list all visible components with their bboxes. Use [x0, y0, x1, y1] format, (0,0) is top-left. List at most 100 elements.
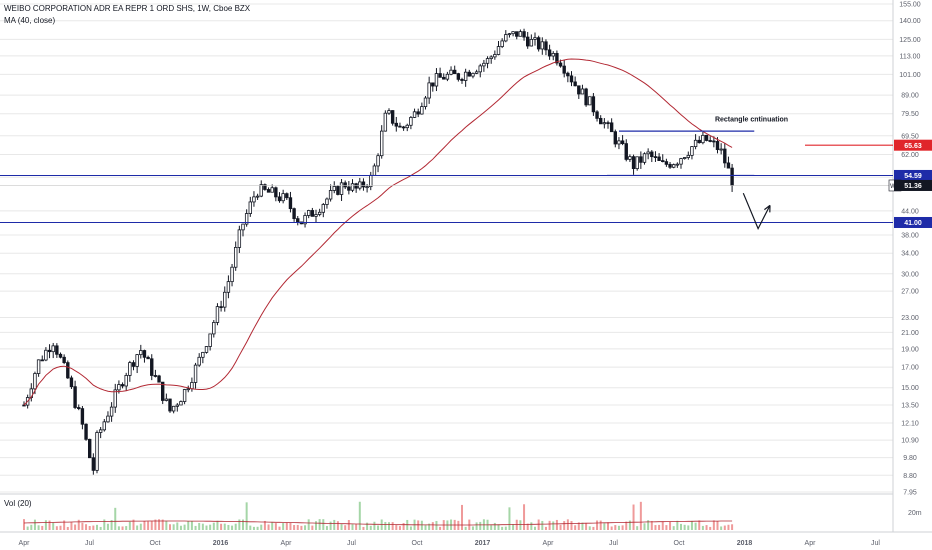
volume-bar	[658, 524, 661, 530]
volume-bar	[296, 524, 299, 530]
volume-bar	[508, 507, 511, 530]
volume-bar	[282, 523, 285, 530]
candle-up	[500, 40, 504, 47]
candle-up	[44, 349, 48, 361]
candle-up	[642, 153, 647, 163]
candle-up	[412, 111, 417, 118]
candle-down	[708, 140, 712, 142]
y-tick-label: 101.00	[899, 72, 921, 79]
volume-bar	[523, 504, 526, 530]
candle-up	[179, 401, 183, 406]
y-tick-label: 34.00	[901, 251, 919, 258]
price-line-badge	[894, 139, 932, 151]
y-tick-label: 15.00	[901, 385, 919, 392]
y-tick-label: 30.00	[901, 271, 919, 278]
x-tick-label: Oct	[150, 540, 161, 547]
volume-bar	[176, 522, 179, 530]
volume-bar	[694, 522, 697, 530]
volume-bar	[169, 524, 171, 530]
volume-bar	[384, 521, 387, 530]
volume-bar	[205, 525, 208, 530]
volume-bar	[278, 526, 281, 530]
volume-bar	[566, 519, 569, 530]
candle-down	[40, 359, 44, 362]
volume-bar	[614, 525, 617, 530]
volume-bar	[88, 526, 91, 530]
price-line-badge	[894, 169, 932, 181]
volume-bar	[55, 526, 58, 530]
x-tick-label: 2017	[475, 540, 491, 547]
volume-bar	[136, 525, 139, 530]
candle-up	[719, 148, 723, 151]
candle-up	[511, 31, 515, 35]
volume-bar	[431, 522, 434, 530]
y-tick-label: 21.00	[901, 330, 919, 337]
volume-bar	[552, 521, 555, 530]
volume-bar	[304, 525, 307, 530]
candle-up	[182, 389, 187, 402]
y-tick-label: 12.10	[901, 420, 919, 427]
candle-up	[690, 146, 694, 156]
candle-down	[219, 306, 223, 309]
candle-down	[398, 125, 402, 128]
candle-up	[208, 333, 212, 347]
candle-down	[55, 345, 59, 355]
candle-down	[609, 122, 614, 133]
volume-bar	[48, 520, 51, 530]
volume-bar	[607, 522, 609, 530]
candle-up	[463, 71, 468, 81]
candle-down	[401, 126, 406, 129]
candle-up	[193, 364, 198, 383]
y-tick-label: 140.00	[899, 18, 921, 25]
volume-bar	[143, 520, 146, 530]
volume-bar	[650, 520, 653, 530]
y-tick-label: 17.00	[901, 365, 919, 372]
candle-down	[573, 81, 577, 87]
volume-bar	[139, 523, 142, 530]
x-tick-label: Apr	[543, 540, 555, 547]
volume-bar	[285, 522, 288, 530]
volume-bar	[223, 523, 226, 530]
candle-up	[252, 196, 256, 203]
volume-bar	[172, 524, 175, 530]
volume-bar	[209, 524, 212, 530]
y-tick-label: 19.00	[901, 346, 919, 353]
candle-down	[460, 78, 464, 81]
candle-up	[197, 356, 201, 366]
x-tick-label: Jul	[347, 540, 356, 547]
volume-bar	[377, 525, 380, 530]
candle-up	[445, 73, 450, 80]
volume-bar	[424, 525, 427, 530]
candle-up	[204, 346, 209, 353]
candle-down	[416, 111, 420, 115]
volume-bar	[512, 524, 515, 530]
volume-bar	[311, 525, 314, 530]
candle-down	[566, 72, 570, 77]
volume-bar	[249, 525, 252, 530]
candle-up	[376, 155, 380, 167]
volume-bar	[504, 526, 507, 530]
volume-bar	[165, 520, 168, 530]
volume-bar	[596, 520, 599, 530]
candle-down	[467, 71, 471, 77]
candle-down	[522, 31, 526, 38]
y-tick-label: 113.00	[900, 53, 921, 60]
y-tick-label: 89.00	[901, 93, 919, 100]
projection-arrowhead	[764, 204, 771, 213]
volume-bar	[74, 524, 77, 530]
candle-up	[339, 182, 344, 195]
candle-down	[723, 148, 727, 164]
candle-down	[157, 375, 161, 383]
volume-bar	[490, 525, 493, 530]
candle-down	[613, 131, 617, 145]
candle-down	[80, 408, 85, 425]
volume-bar	[187, 521, 190, 530]
candle-up	[332, 186, 336, 191]
volume-bar	[727, 524, 730, 530]
candle-up	[171, 405, 176, 412]
candle-up	[646, 151, 650, 155]
candle-down	[438, 73, 442, 78]
price-line-badge	[894, 216, 932, 228]
volume-axis-label: 20m	[908, 510, 922, 517]
candle-up	[255, 195, 260, 198]
